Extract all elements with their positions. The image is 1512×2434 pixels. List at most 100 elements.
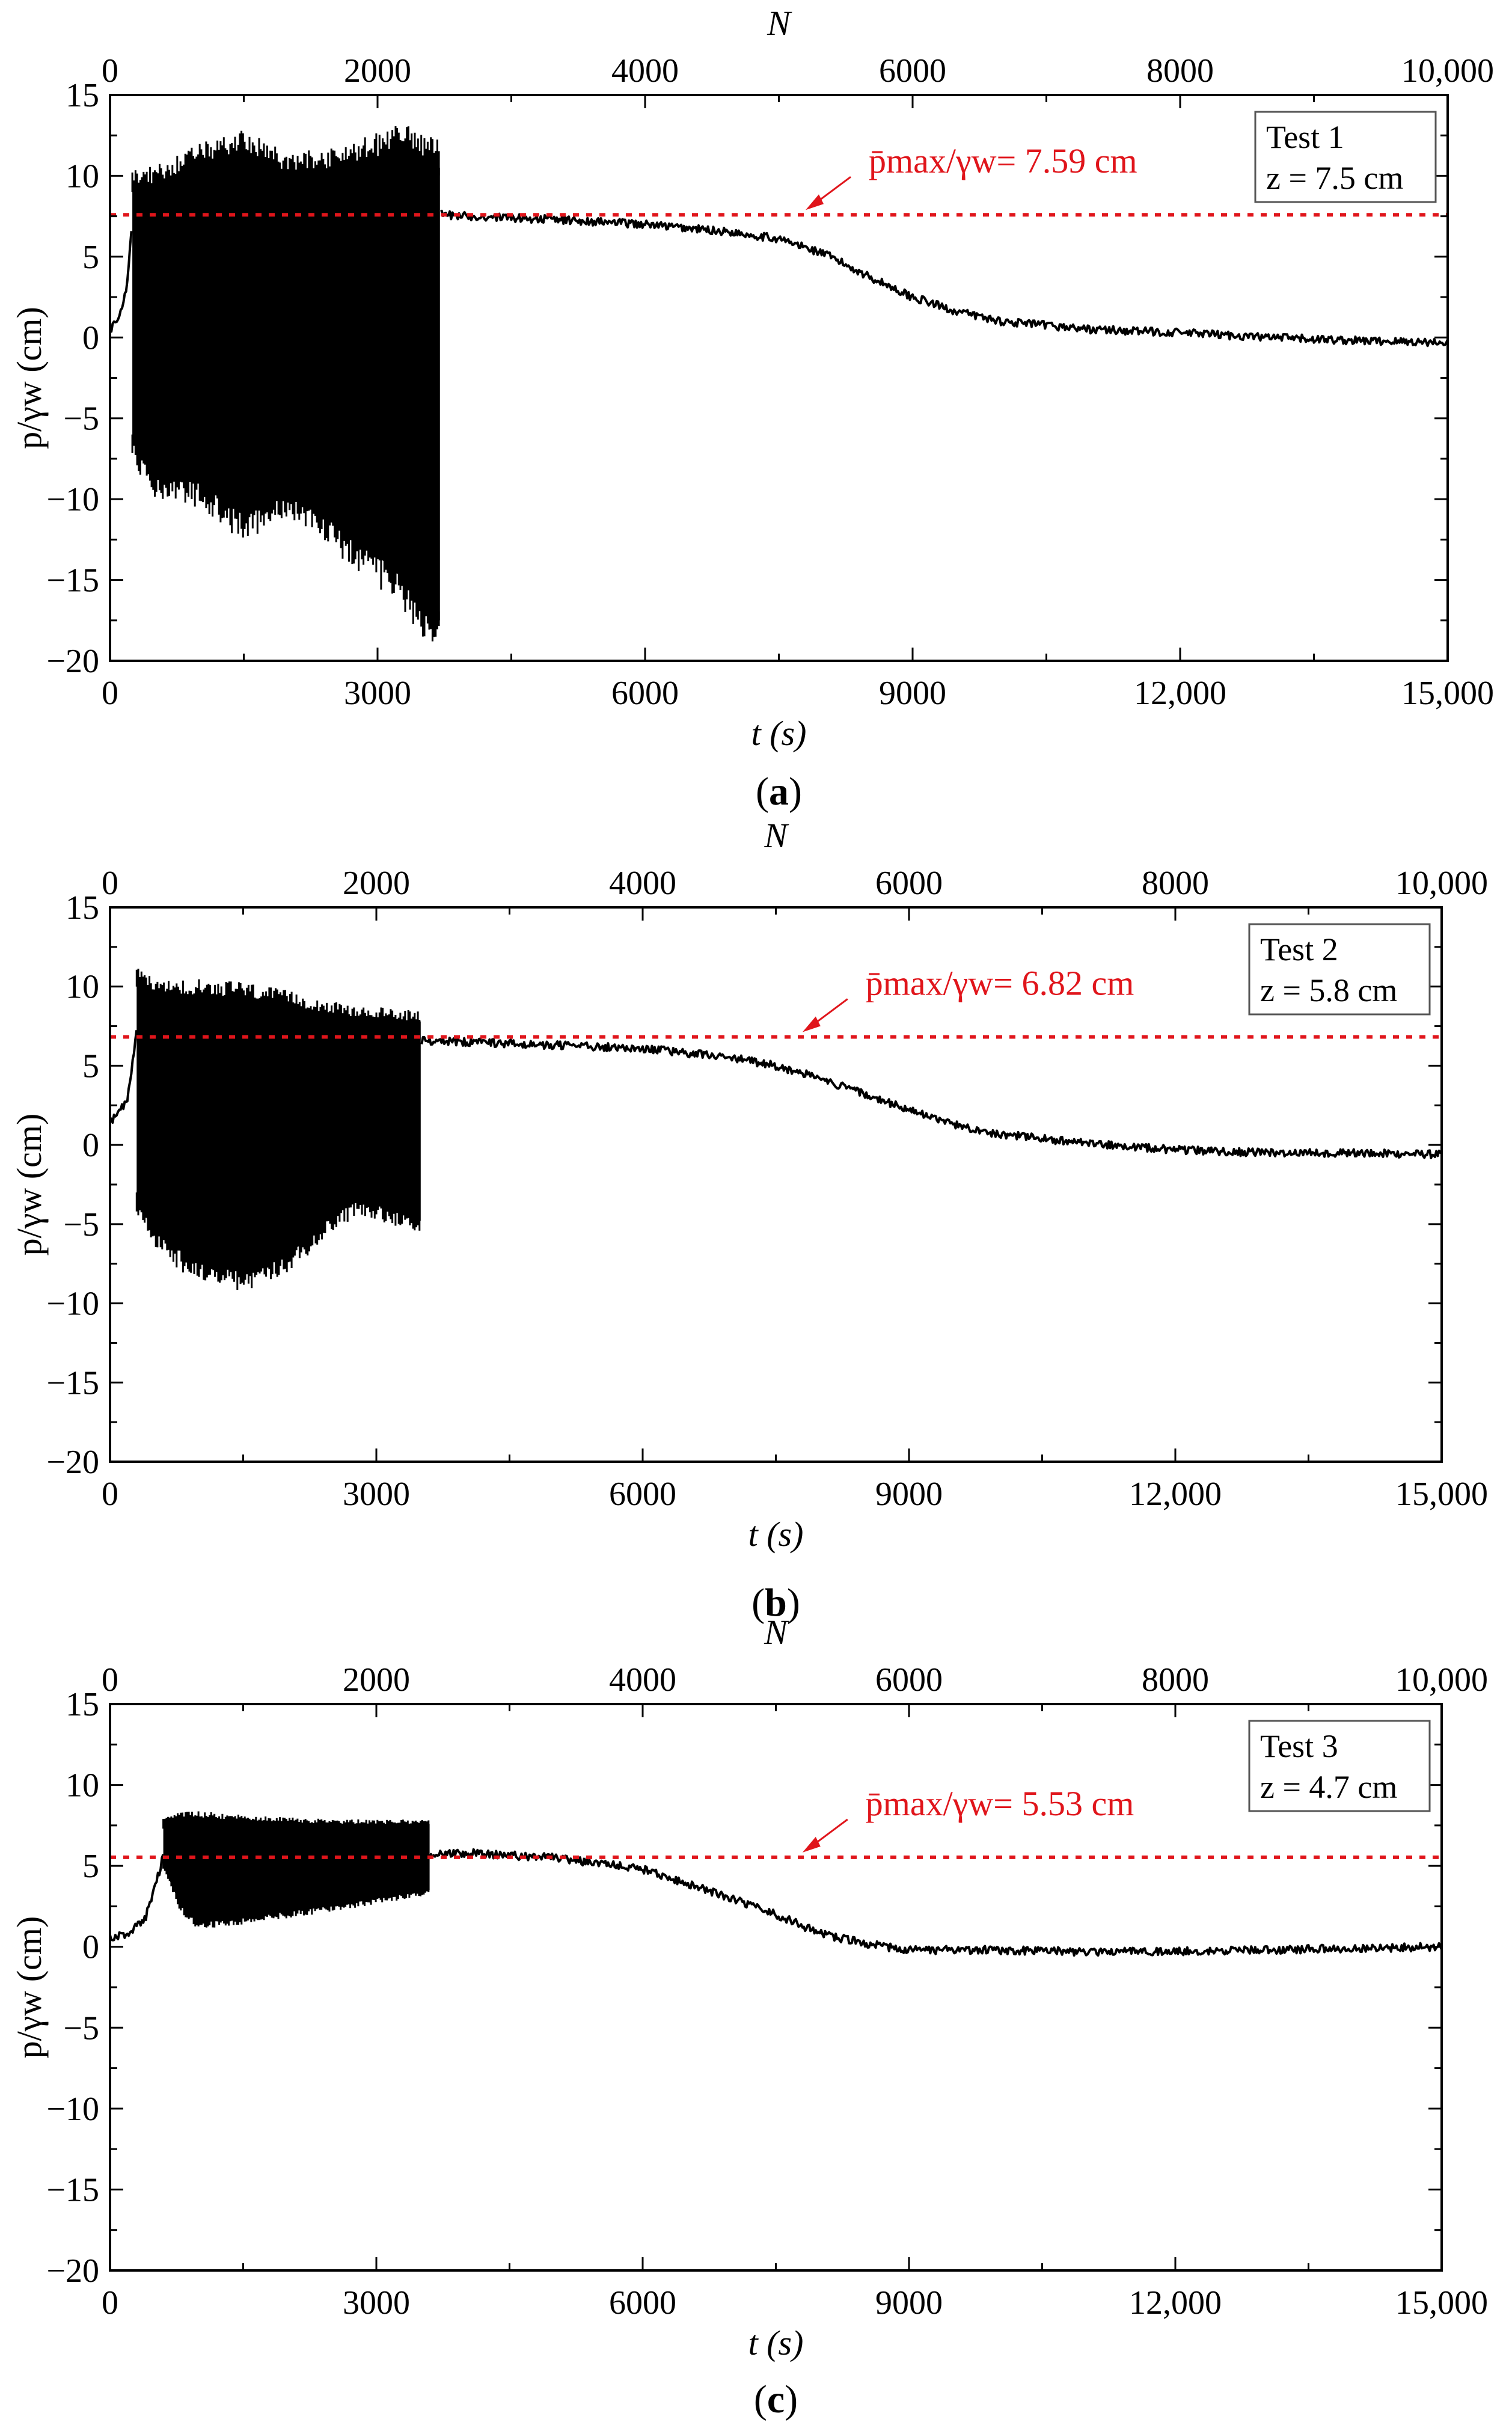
legend-box [1248, 1720, 1431, 1812]
y-tick-label: −20 [46, 2252, 99, 2290]
top-tick-label: 10,000 [1401, 52, 1494, 90]
x-tick-label: 6000 [609, 2284, 676, 2322]
y-tick-label: 0 [82, 1127, 99, 1164]
y-tick-label: 5 [82, 1848, 99, 1885]
y-tick-label: 10 [66, 1767, 99, 1804]
panel-label-open: ( [754, 2377, 767, 2421]
oscillation-spikes [162, 1811, 430, 1928]
y-tick-label: −5 [63, 400, 99, 438]
top-tick-label: 6000 [875, 865, 943, 902]
top-tick-label: 8000 [1146, 52, 1214, 90]
annotation-arrowhead [806, 194, 824, 210]
x-tick-label: 3000 [343, 1476, 410, 1513]
top-tick-label: 0 [102, 1661, 118, 1699]
y-tick-label: 15 [66, 1686, 99, 1723]
x-axis-label: t (s) [748, 2323, 804, 2362]
y-tick-label: 5 [82, 1047, 99, 1085]
panel-label-letter: c [767, 2377, 785, 2421]
y-tick-label: −5 [63, 1206, 99, 1243]
y-tick-label: 10 [66, 969, 99, 1006]
chart-panel-b: p̄max/γw= 6.82 cm 0 3000 6000 9000 12,000 15,0… [10, 816, 1488, 1625]
x-tick-label: 3000 [343, 2284, 410, 2322]
y-axis-label: p/γw (cm) [10, 1916, 49, 2059]
top-tick-label: 8000 [1142, 1661, 1209, 1699]
chart-panel-a: p̄max/γw= 7.59 cm 0 3000 6000 9000 12,000 15,0… [10, 4, 1494, 814]
annotation-arrowhead [802, 1016, 821, 1032]
series-line-pressure [109, 209, 1449, 348]
panel-label-close: ) [789, 770, 802, 814]
panel-label: (a) [756, 770, 802, 814]
y-tick-label: 0 [82, 1929, 99, 1966]
reference-annotation: p̄max/γw= 6.82 cm [866, 963, 1134, 1002]
panel-label-close: ) [787, 1581, 800, 1625]
x-tick-label: 12,000 [1129, 1476, 1222, 1513]
y-tick-label: −10 [46, 1286, 99, 1323]
y-tick-label: −5 [63, 2009, 99, 2047]
top-tick-label: 2000 [343, 1661, 410, 1699]
oscillation-spikes [131, 126, 440, 642]
series-line-pressure [109, 1848, 1443, 1957]
top-tick-label: 4000 [609, 865, 676, 902]
y-tick-label: −10 [46, 2091, 99, 2128]
oscillation-band [132, 147, 440, 621]
top-tick-label: 6000 [879, 52, 946, 90]
y-tick-label: 15 [66, 77, 99, 114]
x-tick-label: 0 [102, 675, 118, 712]
panel-label-open: ( [756, 770, 769, 814]
top-tick-label: 10,000 [1395, 865, 1488, 902]
top-tick-label: 4000 [609, 1661, 676, 1699]
y-tick-label: 15 [66, 889, 99, 927]
chart-panel-c: p̄max/γw= 5.53 cm 0 3000 6000 9000 12,000 15,0… [10, 1613, 1488, 2421]
legend-box [1248, 923, 1431, 1016]
legend-depth-label: z = 7.5 cm [1266, 160, 1403, 196]
x-tick-label: 9000 [879, 675, 946, 712]
panel-label-close: ) [785, 2377, 798, 2421]
x-tick-label: 15,000 [1395, 1476, 1488, 1513]
y-tick-label: 0 [82, 319, 99, 357]
y-tick-label: −15 [46, 2171, 99, 2209]
panel-label: (b) [751, 1581, 800, 1625]
legend-depth-label: z = 4.7 cm [1260, 1769, 1397, 1805]
x-tick-label: 3000 [344, 675, 411, 712]
top-axis-label: N [764, 1613, 789, 1652]
panel-label-open: ( [751, 1581, 765, 1625]
x-tick-label: 9000 [875, 1476, 943, 1513]
x-axis-label: t (s) [751, 714, 807, 753]
top-tick-label: 8000 [1142, 865, 1209, 902]
annotation-arrowhead [802, 1836, 821, 1853]
panel-label: (c) [754, 2377, 798, 2421]
top-tick-label: 0 [102, 52, 118, 90]
top-tick-label: 10,000 [1395, 1661, 1488, 1699]
top-axis-label: N [764, 816, 789, 855]
y-tick-label: −15 [46, 1364, 99, 1402]
top-tick-label: 6000 [875, 1661, 943, 1699]
panel-label-letter: b [765, 1581, 787, 1625]
top-tick-label: 2000 [344, 52, 411, 90]
legend-box [1254, 111, 1437, 203]
x-tick-label: 6000 [609, 1476, 676, 1513]
y-tick-label: 5 [82, 239, 99, 276]
reference-annotation: p̄max/γw= 5.53 cm [866, 1784, 1134, 1823]
oscillation-spikes [135, 969, 421, 1290]
top-tick-label: 4000 [611, 52, 679, 90]
y-tick-label: −20 [46, 643, 99, 680]
x-tick-label: 0 [102, 2284, 118, 2322]
x-axis-label: t (s) [748, 1515, 804, 1554]
legend-test-label: Test 3 [1260, 1728, 1338, 1764]
reference-annotation: p̄max/γw= 7.59 cm [869, 141, 1137, 180]
top-axis-label: N [767, 4, 792, 43]
series-line-pressure [109, 1030, 1443, 1159]
y-tick-label: −15 [46, 562, 99, 599]
y-axis-label: p/γw (cm) [10, 307, 49, 449]
top-tick-label: 0 [102, 865, 118, 902]
x-tick-label: 15,000 [1395, 2284, 1488, 2322]
y-tick-label: 10 [66, 158, 99, 195]
legend-test-label: Test 2 [1260, 931, 1338, 967]
y-tick-label: −10 [46, 481, 99, 518]
plot-frame [109, 1703, 1443, 2272]
panel-label-letter: a [769, 770, 789, 814]
x-tick-label: 12,000 [1129, 2284, 1222, 2322]
x-tick-label: 0 [102, 1476, 118, 1513]
legend-test-label: Test 1 [1266, 119, 1344, 155]
